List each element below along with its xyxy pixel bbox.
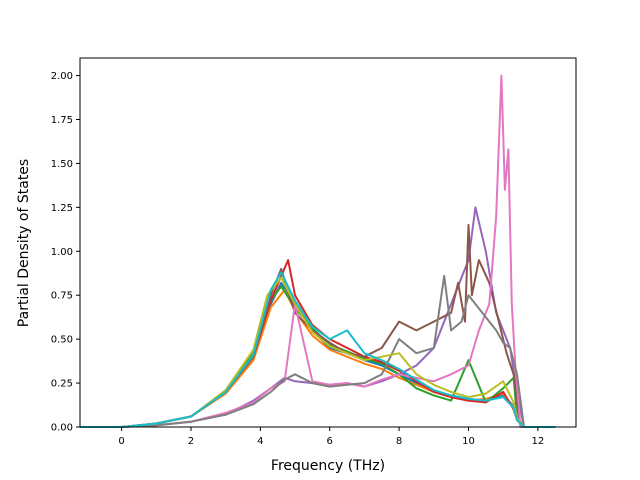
y-tick-label: 0.75 (51, 291, 73, 302)
x-tick-label: 8 (396, 436, 402, 447)
x-tick-label: 4 (257, 436, 263, 447)
x-tick-label: 6 (327, 436, 333, 447)
x-axis-label: Frequency (THz) (271, 458, 385, 474)
y-tick-label: 1.25 (51, 203, 73, 214)
y-tick-label: 1.75 (51, 115, 73, 126)
x-tick-label: 0 (118, 436, 124, 447)
series-line-7 (80, 74, 556, 428)
y-tick-label: 0.25 (51, 379, 73, 390)
y-tick-label: 0.00 (51, 423, 73, 434)
x-tick-label: 10 (462, 436, 475, 447)
y-axis-label: Partial Density of States (16, 159, 32, 327)
x-tick-label: 2 (188, 436, 194, 447)
x-tick-label: 12 (531, 436, 544, 447)
series-line-9 (80, 276, 556, 428)
plot-frame (79, 57, 577, 428)
series-line-8 (80, 274, 556, 428)
y-tick-label: 1.00 (51, 247, 73, 258)
y-tick-label: 2.00 (51, 71, 73, 82)
y-tick-label: 0.50 (51, 335, 73, 346)
y-tick-label: 1.50 (51, 159, 73, 170)
axes-layer: 0 2 4 6 8 10 12 0.00 0.25 0.50 0.75 1.00 1.25 1.50 1.7… (51, 57, 577, 447)
series-layer (80, 74, 556, 428)
series-line-10 (80, 271, 556, 428)
